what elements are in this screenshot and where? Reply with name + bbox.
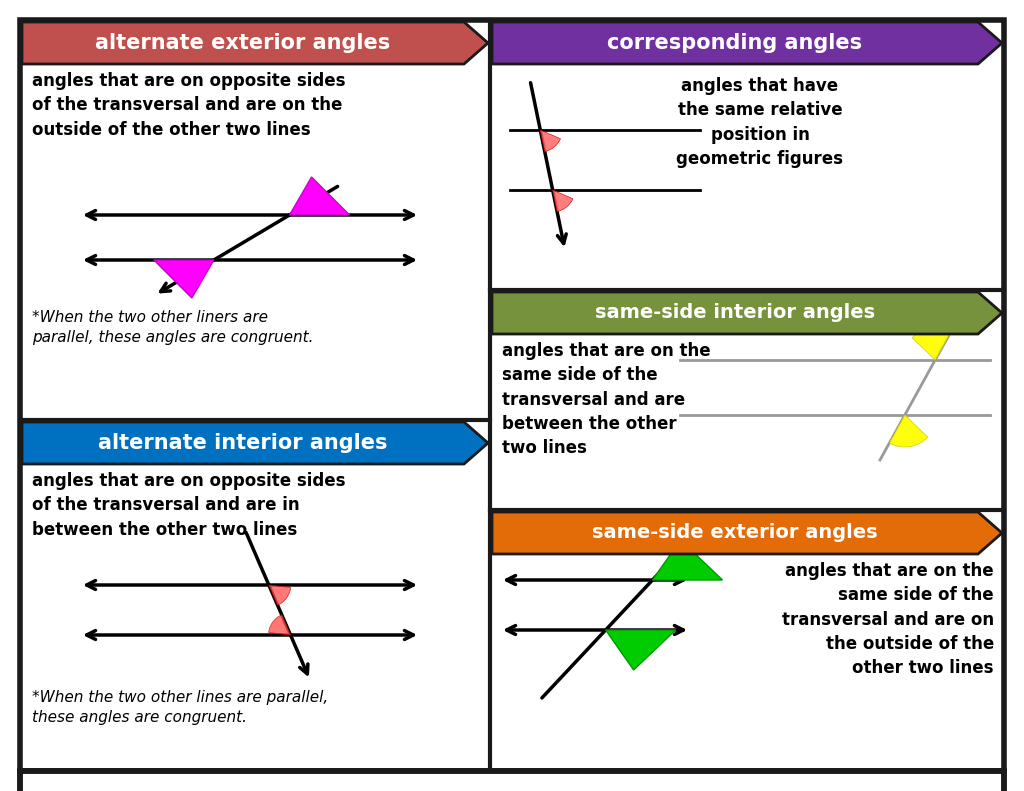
Text: *When the two other liners are
parallel, these angles are congruent.: *When the two other liners are parallel,… <box>32 310 313 345</box>
Text: angles that are on the
same side of the
transversal and are on
the outside of th: angles that are on the same side of the … <box>782 562 994 677</box>
Polygon shape <box>154 260 214 298</box>
Polygon shape <box>652 540 723 580</box>
Text: angles that have
the same relative
position in
geometric figures: angles that have the same relative posit… <box>677 77 844 168</box>
Wedge shape <box>890 415 928 447</box>
Polygon shape <box>605 630 676 670</box>
Polygon shape <box>492 512 1002 554</box>
Text: angles that are on opposite sides
of the transversal and are on the
outside of t: angles that are on opposite sides of the… <box>32 72 345 138</box>
Wedge shape <box>541 130 560 152</box>
Text: angles that are on opposite sides
of the transversal and are in
between the othe: angles that are on opposite sides of the… <box>32 472 345 539</box>
Text: alternate interior angles: alternate interior angles <box>98 433 388 453</box>
Wedge shape <box>269 585 291 605</box>
Text: *When the two other lines are parallel,
these angles are congruent.: *When the two other lines are parallel, … <box>32 690 329 725</box>
Text: same-side exterior angles: same-side exterior angles <box>592 524 878 543</box>
Text: corresponding angles: corresponding angles <box>607 33 862 53</box>
Wedge shape <box>912 328 950 360</box>
Polygon shape <box>492 292 1002 334</box>
Wedge shape <box>553 190 572 211</box>
Polygon shape <box>290 177 349 215</box>
Text: angles that are on the
same side of the
transversal and are
between the other
tw: angles that are on the same side of the … <box>502 342 711 457</box>
Text: same-side interior angles: same-side interior angles <box>595 304 876 323</box>
Text: alternate exterior angles: alternate exterior angles <box>95 33 390 53</box>
Wedge shape <box>268 615 291 635</box>
Polygon shape <box>22 422 488 464</box>
Polygon shape <box>22 22 488 64</box>
Polygon shape <box>492 22 1002 64</box>
